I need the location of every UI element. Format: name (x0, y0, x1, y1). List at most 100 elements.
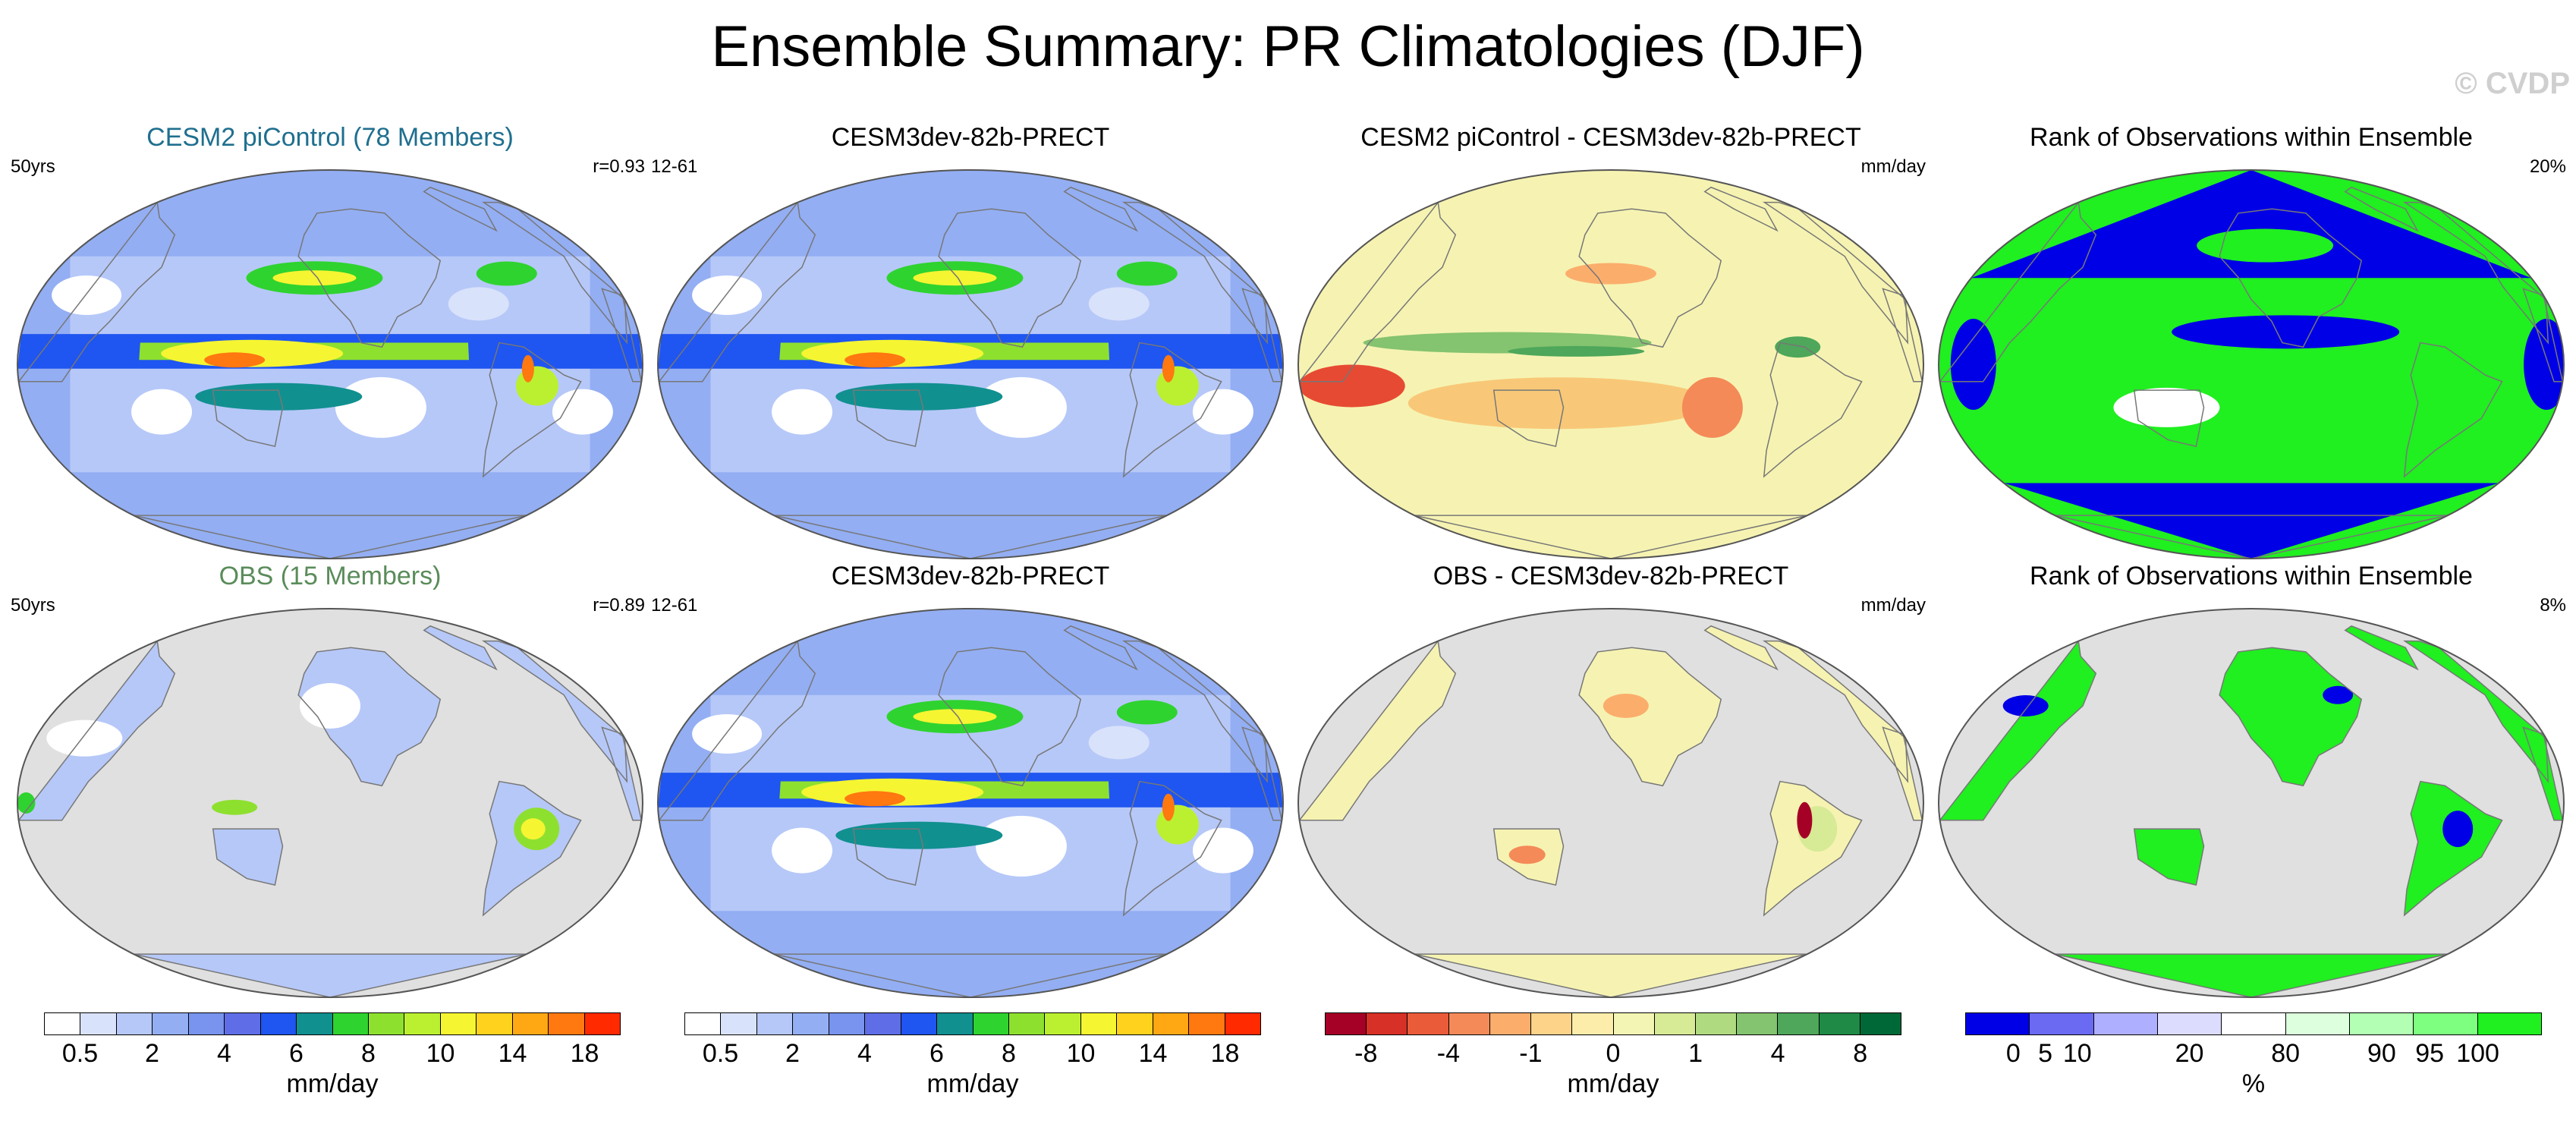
coastline-eurasiaR (1121, 201, 1269, 345)
figure-title: Ensemble Summary: PR Climatologies (DJF) (711, 14, 1865, 79)
dry-zone-sahara (692, 275, 763, 315)
maritime-continent (212, 799, 258, 815)
map-border (657, 169, 1284, 559)
coastline-antarctica (1414, 515, 1808, 559)
colorbar-swatch (297, 1013, 333, 1034)
coastline-australia (1492, 828, 1565, 886)
colorbar-swatch (1367, 1013, 1408, 1034)
map-border (17, 169, 643, 559)
land-greenland (423, 625, 497, 669)
colorbar-unit-label: % (2241, 1069, 2266, 1098)
coastline-samerica (2403, 780, 2503, 917)
map-panel-7: OBS - CESM3dev-82b-PRECT mm/day (1290, 560, 1932, 999)
colorbar-swatch (2349, 1013, 2414, 1034)
coastline-samerica (1122, 342, 1222, 478)
coastline-africa (1241, 726, 1283, 821)
coastline-australia (212, 828, 284, 886)
diff-andes-neg (1797, 801, 1813, 839)
coastline-namerica (938, 647, 1082, 787)
coastline-antarctica (2054, 515, 2449, 559)
land-australia (212, 829, 283, 886)
colorbar-swatches (684, 1012, 1261, 1035)
colorbar-tick-label: 14 (498, 1039, 527, 1068)
coastline-eurasiaL (1298, 639, 1457, 821)
colorbar-swatch (1008, 1013, 1046, 1034)
colorbar-swatch (2222, 1013, 2286, 1034)
colorbar-tick-label: 5 (2038, 1039, 2053, 1068)
coastline-eurasiaR (481, 201, 628, 345)
colorbar-unit-label: mm/day (1567, 1069, 1659, 1098)
colorbar-swatch (2030, 1013, 2094, 1034)
colorbar-swatch (1860, 1013, 1901, 1034)
panel-title: CESM2 piControl (78 Members) (146, 123, 514, 152)
coastline-namerica (938, 208, 1082, 348)
colorbar-tick-label: 6 (289, 1039, 304, 1068)
robinson-map (657, 169, 1284, 559)
colorbar-1: 0.5 2 4 6 8 10 14 18 mm/day (44, 1012, 621, 1119)
panel-title: CESM3dev-82b-PRECT (831, 562, 1110, 590)
panel-left-label: 50yrs (11, 595, 55, 616)
coastline-greenland (2344, 186, 2419, 232)
dry-zone-satl (1192, 389, 1253, 435)
coastline-africa (601, 726, 643, 821)
coastline-greenland (423, 625, 498, 671)
storm-track-natl (476, 261, 537, 286)
coastline-australia (852, 828, 924, 886)
panel-title: Rank of Observations within Ensemble (2030, 123, 2473, 152)
colorbar-swatch (829, 1013, 866, 1034)
land-africa (1882, 727, 1923, 820)
coastline-africa (2522, 726, 2564, 821)
coastline-eurasiaL (1939, 639, 2097, 821)
diff-itcz-core (1508, 345, 1645, 357)
colorbar-swatch (973, 1013, 1009, 1034)
colorbar-tick-label: 4 (857, 1039, 872, 1068)
diff-atl-pos (1775, 336, 1821, 358)
colorbar-swatch (2414, 1013, 2478, 1034)
coastline-greenland (423, 186, 498, 232)
dry-zone-sepac (975, 815, 1067, 877)
panel-left-label: 12-61 (651, 595, 698, 616)
panel-title: OBS (15 Members) (219, 562, 442, 590)
panel-right-label: 20% (2529, 156, 2566, 177)
colorbar-unit-label: mm/day (286, 1069, 379, 1098)
diff-namerica-neg (1603, 694, 1649, 718)
colorbar-swatch (1966, 1013, 2030, 1034)
colorbar-swatch (1189, 1013, 1225, 1034)
rank-south-low (2003, 483, 2499, 559)
panel-title: CESM2 piControl - CESM3dev-82b-PRECT (1360, 123, 1861, 152)
colorbar-tick-label: 20 (2175, 1039, 2204, 1068)
colorbar-swatch (1654, 1013, 1696, 1034)
robinson-map (1938, 169, 2565, 559)
land-eurasiaL (1939, 641, 2096, 820)
dry-zone-satl (1192, 827, 1253, 874)
dry-zone-npac (1088, 726, 1150, 760)
colorbar-swatch (2093, 1013, 2158, 1034)
coastline-antarctica (2054, 953, 2449, 997)
colorbar-swatch (584, 1013, 620, 1034)
rank-eurasia-low (2002, 695, 2049, 716)
diff-australia-neg (1508, 845, 1546, 864)
colorbar-swatch (332, 1013, 369, 1034)
map-panel-6: CESM3dev-82b-PRECT 12-61 (650, 560, 1291, 999)
colorbar-swatch (368, 1013, 405, 1034)
colorbar-tick-label: 10 (426, 1039, 455, 1068)
watermark: © CVDP (2455, 67, 2570, 100)
colorbar-swatch (1080, 1013, 1118, 1034)
coastline-eurasiaR (481, 640, 628, 783)
colorbar-ticks: 0.5 2 4 6 8 10 14 18 (684, 1038, 1261, 1069)
coastline-namerica (2219, 647, 2363, 787)
colorbar-swatch (1819, 1013, 1860, 1034)
dry-sahara (46, 720, 123, 757)
rank-mid (2113, 387, 2220, 427)
rank-north-high (2197, 228, 2334, 263)
map-border (1938, 608, 2565, 998)
coastline-africa (601, 288, 643, 383)
colorbar-swatch (440, 1013, 477, 1034)
robinson-map (1297, 169, 1924, 559)
rank-east-low (2524, 319, 2564, 410)
panel-left-label: 12-61 (651, 156, 698, 177)
panel-left-label: 50yrs (11, 156, 55, 177)
panel-right-label: r=0.89 (593, 595, 645, 616)
colorbar-swatch (116, 1013, 153, 1034)
colorbar-tick-label: 4 (1770, 1039, 1785, 1068)
